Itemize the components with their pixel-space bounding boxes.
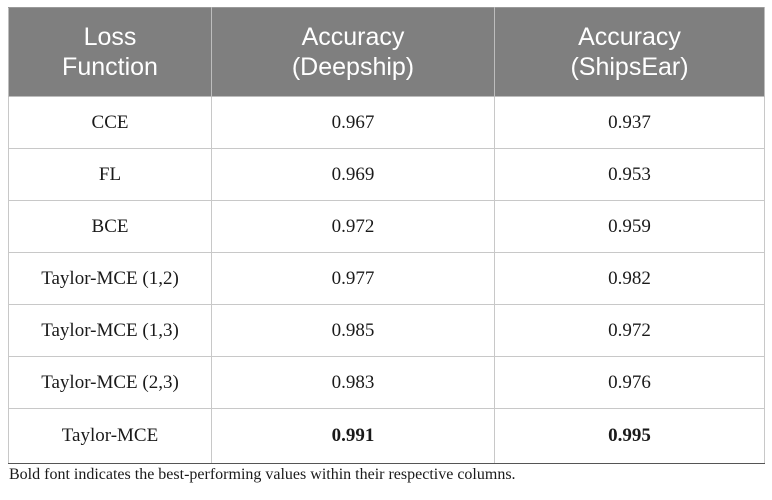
header-line: (ShipsEar) (570, 53, 689, 81)
cell-deepship: 0.972 (211, 200, 495, 253)
cell-deepship: 0.977 (211, 252, 495, 305)
cell-loss: BCE (8, 200, 212, 253)
cell-shipsear: 0.982 (494, 252, 765, 305)
header-row: Loss Function Accuracy (Deepship) Accura… (8, 7, 765, 97)
header-accuracy-deepship: Accuracy (Deepship) (211, 7, 495, 97)
table-row: Taylor-MCE (2,3) 0.983 0.976 (8, 356, 765, 409)
cell-deepship-best: 0.991 (211, 408, 495, 464)
table-row: Taylor-MCE (1,2) 0.977 0.982 (8, 252, 765, 305)
header-line: Accuracy (578, 23, 681, 51)
header-line: (Deepship) (291, 53, 415, 81)
cell-deepship: 0.967 (211, 96, 495, 149)
table-body: CCE 0.967 0.937 FL 0.969 0.953 BCE 0.972… (8, 96, 765, 464)
cell-loss: Taylor-MCE (1,3) (8, 304, 212, 357)
cell-loss: Taylor-MCE (1,2) (8, 252, 212, 305)
cell-loss: Taylor-MCE (2,3) (8, 356, 212, 409)
loss-function-accuracy-table: Loss Function Accuracy (Deepship) Accura… (8, 7, 765, 464)
cell-shipsear: 0.976 (494, 356, 765, 409)
table-row: CCE 0.967 0.937 (8, 96, 765, 149)
table-row: FL 0.969 0.953 (8, 148, 765, 201)
table-row: BCE 0.972 0.959 (8, 200, 765, 253)
header-line: Accuracy (301, 23, 405, 51)
cell-shipsear-best: 0.995 (494, 408, 765, 464)
cell-shipsear: 0.953 (494, 148, 765, 201)
cell-loss: CCE (8, 96, 212, 149)
table-footnote: Bold font indicates the best-performing … (9, 466, 516, 483)
header-line: Function (62, 53, 158, 81)
header-line: Loss (83, 23, 137, 51)
header-loss-function: Loss Function (8, 7, 212, 97)
cell-shipsear: 0.972 (494, 304, 765, 357)
results-table-container: Loss Function Accuracy (Deepship) Accura… (8, 7, 765, 464)
table-row: Taylor-MCE (1,3) 0.985 0.972 (8, 304, 765, 357)
cell-shipsear: 0.937 (494, 96, 765, 149)
cell-deepship: 0.983 (211, 356, 495, 409)
cell-deepship: 0.969 (211, 148, 495, 201)
table-header: Loss Function Accuracy (Deepship) Accura… (8, 7, 765, 97)
cell-shipsear: 0.959 (494, 200, 765, 253)
header-accuracy-shipsear: Accuracy (ShipsEar) (494, 7, 765, 97)
cell-deepship: 0.985 (211, 304, 495, 357)
table-row: Taylor-MCE 0.991 0.995 (8, 408, 765, 464)
cell-loss: Taylor-MCE (8, 408, 212, 464)
cell-loss: FL (8, 148, 212, 201)
